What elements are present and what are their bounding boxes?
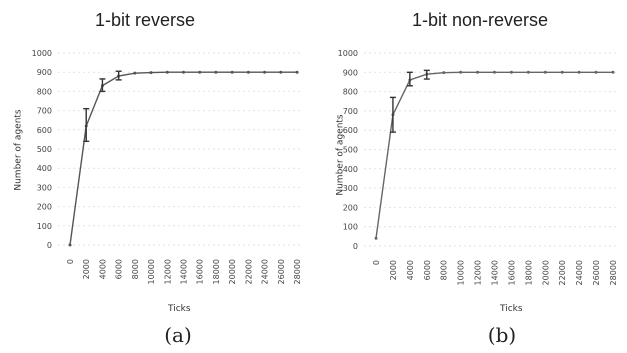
data-point [543, 70, 547, 74]
data-point [246, 70, 250, 74]
caption-a: (a) [164, 323, 192, 347]
x-tick-label: 22000 [244, 259, 253, 284]
y-tick-label: 300 [343, 184, 358, 193]
y-tick-label: 400 [343, 165, 358, 174]
x-tick-label: 16000 [507, 260, 516, 285]
caption-b: (b) [487, 323, 517, 347]
data-point [459, 70, 463, 74]
x-tick-label: 20000 [228, 259, 237, 284]
y-tick-label: 700 [343, 107, 358, 116]
data-point [493, 70, 496, 74]
data-point [526, 70, 530, 74]
data-point [165, 70, 169, 74]
x-tick-label: 26000 [592, 260, 601, 285]
x-tick-label: 6000 [115, 259, 124, 279]
chart-title-a: 1-bit reverse [95, 10, 196, 30]
data-point [230, 70, 234, 74]
data-point [68, 243, 72, 247]
y-tick-label: 800 [343, 88, 358, 97]
data-point [442, 71, 446, 75]
data-point [182, 70, 185, 74]
y-tick-label: 400 [37, 164, 52, 173]
x-tick-label: 2000 [82, 259, 91, 279]
x-tick-label: 28000 [609, 260, 618, 285]
y-tick-label: 600 [37, 126, 52, 135]
x-tick-label: 0 [372, 260, 381, 265]
y-tick-label: 0 [47, 241, 52, 250]
data-point [149, 71, 153, 75]
y-tick-label: 900 [37, 68, 52, 77]
chart-panel-b: 1-bit non-reverse 0 100 200 300 400 500 600 700… [314, 0, 627, 353]
y-tick-label: 300 [37, 183, 52, 192]
y-axis-label-a: Number of agents [13, 109, 24, 191]
x-tick-label: 28000 [293, 259, 302, 284]
x-tick-label: 24000 [575, 260, 584, 285]
data-point [133, 71, 137, 75]
x-tick-label: 18000 [524, 260, 533, 285]
data-point [594, 70, 598, 74]
y-tick-label: 0 [353, 242, 358, 251]
data-point [560, 70, 564, 74]
x-tick-label: 8000 [440, 260, 449, 280]
series-line [375, 71, 613, 239]
y-tick-label: 600 [343, 126, 358, 135]
series-line [69, 71, 297, 246]
y-tick-label: 800 [37, 87, 52, 96]
data-point [476, 70, 480, 74]
y-axis-label-b: Number of agents [335, 114, 346, 196]
y-tick-label: 700 [37, 107, 52, 116]
x-axis-label-b: Ticks [500, 304, 523, 314]
x-tick-label: 10000 [457, 260, 466, 285]
x-tick-label: 26000 [277, 259, 286, 284]
x-tick-label: 8000 [131, 259, 140, 279]
x-tick-label: 24000 [261, 259, 270, 284]
data-point [374, 236, 378, 240]
x-tick-label: 22000 [558, 260, 567, 285]
x-tick-label: 0 [66, 259, 75, 264]
data-point [263, 70, 267, 74]
y-tick-label: 500 [343, 146, 358, 155]
y-tick-label: 200 [343, 203, 358, 212]
data-point [577, 70, 581, 74]
data-point [198, 70, 202, 74]
x-tick-label: 20000 [541, 260, 550, 285]
y-tick-label: 500 [37, 145, 52, 154]
y-tick-label: 200 [37, 203, 52, 212]
y-tick-label: 1000 [32, 49, 52, 58]
data-point [611, 70, 615, 74]
data-point [509, 70, 513, 74]
x-tick-label: 18000 [212, 259, 221, 284]
data-point [214, 70, 218, 74]
x-tick-label: 6000 [423, 260, 432, 280]
x-axis-label-a: Ticks [168, 304, 191, 314]
x-tick-label: 2000 [389, 260, 398, 280]
data-point [279, 70, 283, 74]
chart-title-b: 1-bit non-reverse [412, 10, 549, 30]
x-tick-label: 4000 [98, 259, 107, 279]
y-tick-label: 100 [37, 222, 52, 231]
x-tick-label: 12000 [474, 260, 483, 285]
y-tick-label: 100 [343, 223, 358, 232]
x-tick-label: 16000 [196, 259, 205, 284]
x-tick-label: 14000 [180, 259, 189, 284]
y-tick-label: 1000 [338, 49, 358, 58]
x-tick-label: 10000 [147, 259, 156, 284]
x-tick-label: 14000 [491, 260, 500, 285]
chart-panel-a: 1-bit reverse 0 100 200 300 400 500 600 700 800 9… [0, 0, 313, 353]
x-tick-label: 12000 [163, 259, 172, 284]
x-tick-label: 4000 [406, 260, 415, 280]
y-tick-label: 900 [343, 68, 358, 77]
data-point [295, 70, 299, 74]
